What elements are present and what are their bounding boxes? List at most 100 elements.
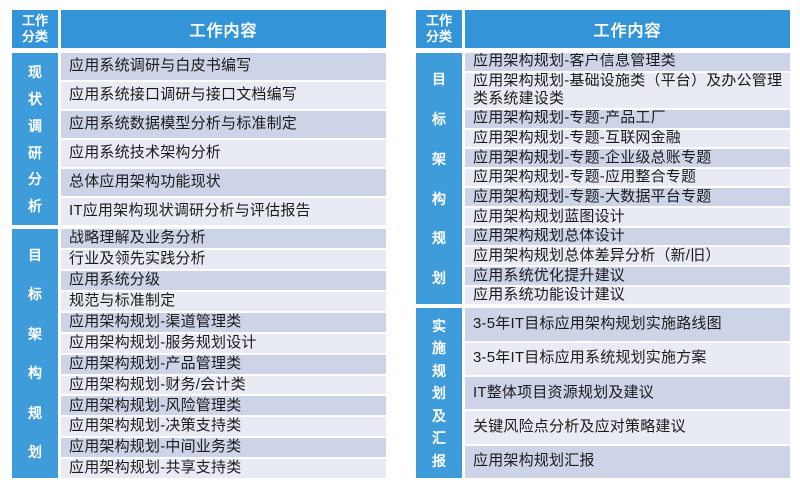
table-row: 应用架构规划总体差异分析（新/旧）: [465, 247, 790, 266]
row-group: 目标架构规划战略理解及业务分析 行业及领先实践分析 应用系统分级 规范与标准制定 应用架…: [12, 229, 386, 479]
row-label: 应用架构规划-共享支持类: [69, 459, 242, 477]
row-group: 现状调研分析应用系统调研与白皮书编写应用系统接口调研与接口文档编写 应用系统数据模…: [12, 53, 386, 226]
header-category-cell: 工作分类: [12, 10, 58, 48]
row-group: 实施规划及汇报 3-5年IT目标应用架构规划实施路线图 3-5年IT目标应用系统规划…: [416, 308, 790, 478]
header-category-cell: 工作分类: [416, 10, 462, 48]
work-breakdown-table-right: 工作分类 工作内容 目标架构规划应用架构规划-客户信息管理类 应用架构规划-基础设…: [416, 10, 790, 478]
category-char: 研: [28, 144, 42, 161]
row-label: 应用架构规划-风险管理类: [69, 396, 242, 414]
row-label: 应用架构规划-专题-大数据平台专题: [473, 188, 712, 205]
row-label: 总体应用架构功能现状: [69, 173, 222, 191]
table-row: 应用系统技术架构分析: [61, 140, 386, 168]
table-row: 总体应用架构功能现状: [61, 169, 386, 197]
row-label: 应用架构规划-中间业务类: [69, 438, 242, 456]
header-content-cell: 工作内容: [465, 10, 790, 48]
category-char: 规: [432, 230, 446, 247]
table-row: 应用架构规划-财务/会计类: [61, 375, 386, 395]
table-row: 应用架构规划汇报: [465, 445, 790, 478]
table-row: 应用系统优化提升建议: [465, 267, 790, 285]
category-char: 规: [432, 362, 446, 379]
row-label: 应用架构规划-专题-互联网金融: [473, 129, 681, 147]
group-rows: 应用系统调研与白皮书编写应用系统接口调研与接口文档编写 应用系统数据模型分析与标准…: [61, 53, 386, 226]
category-cell: 现状调研分析: [12, 53, 58, 226]
row-label: 应用系统数据模型分析与标准制定: [69, 115, 298, 133]
table-row: 应用架构规划-专题-互联网金融: [465, 129, 790, 148]
category-char: 目: [432, 70, 446, 87]
row-label: 规范与标准制定: [69, 292, 176, 310]
category-char: 分: [28, 171, 42, 188]
table-row: 应用系统调研与白皮书编写: [61, 53, 386, 81]
row-label: 应用架构规划总体差异分析（新/旧）: [473, 247, 721, 264]
table-row: 应用架构规划-基础设施类（平台）及办公管理类系统建设类: [465, 72, 790, 108]
table-row: 应用架构规划-产品管理类: [61, 354, 386, 374]
row-label: 3-5年IT目标应用系统规划实施方案: [473, 349, 707, 367]
table-row: 行业及领先实践分析: [61, 250, 386, 270]
row-label: 应用系统优化提升建议: [473, 267, 626, 284]
header-category-label: 工作分类: [21, 12, 48, 44]
category-char: 划: [432, 270, 446, 287]
header-content-cell: 工作内容: [61, 10, 386, 48]
row-label: 行业及领先实践分析: [69, 250, 206, 268]
group-rows: 应用架构规划-客户信息管理类应用架构规划-基础设施类（平台）及办公管理类系统建设…: [465, 53, 790, 305]
category-cell: 目标架构规划: [12, 229, 58, 478]
category-char: 划: [432, 385, 446, 402]
group-rows: 战略理解及业务分析 行业及领先实践分析 应用系统分级 规范与标准制定 应用架构规划-渠道…: [61, 229, 386, 479]
category-char: 调: [28, 117, 42, 134]
row-label: 应用架构规划-产品管理类: [69, 354, 242, 372]
table-row: 应用架构规划-客户信息管理类: [465, 53, 790, 71]
table-row: 3-5年IT目标应用架构规划实施路线图: [465, 308, 790, 341]
table-row: 应用架构规划-专题-应用整合专题: [465, 168, 790, 187]
row-label: 应用系统接口调研与接口文档编写: [69, 86, 298, 104]
header-content-label: 工作内容: [593, 23, 662, 40]
group-rows: 3-5年IT目标应用架构规划实施路线图 3-5年IT目标应用系统规划实施方案 IT整…: [465, 308, 790, 478]
row-group: 目标架构规划应用架构规划-客户信息管理类 应用架构规划-基础设施类（平台）及办公管…: [416, 53, 790, 305]
row-label: 应用架构规划-专题-产品工厂: [473, 109, 666, 127]
row-label: 应用架构规划汇报: [473, 452, 595, 470]
table-row: 应用架构规划-渠道管理类: [61, 312, 386, 332]
row-label: 应用架构规划总体设计: [473, 227, 626, 245]
table-body: 目标架构规划应用架构规划-客户信息管理类 应用架构规划-基础设施类（平台）及办公管…: [416, 53, 790, 478]
category-char: 划: [28, 444, 42, 461]
table-row: IT应用架构现状调研分析与评估报告: [61, 198, 386, 226]
table-row: 应用架构规划-共享支持类: [61, 459, 386, 479]
row-label: 应用架构规划-专题-应用整合专题: [473, 168, 697, 186]
row-label: IT应用架构现状调研分析与评估报告: [69, 202, 311, 220]
table-row: 应用架构规划-风险管理类: [61, 396, 386, 416]
category-char: 规: [28, 404, 42, 421]
category-char: 构: [28, 365, 42, 382]
row-label: 应用系统分级: [69, 271, 161, 289]
category-char: 施: [432, 340, 446, 357]
table-header: 工作分类 工作内容: [416, 10, 790, 48]
category-char: 状: [28, 91, 42, 108]
table-row: IT整体项目资源规划及建议: [465, 376, 790, 410]
category-char: 架: [432, 150, 446, 167]
table-row: 关键风险点分析及应对策略建议: [465, 411, 790, 444]
table-row: 规范与标准制定: [61, 292, 386, 311]
table-row: 应用架构规划-决策支持类: [61, 417, 386, 437]
row-label: 应用架构规划-专题-企业级总账专题: [473, 149, 712, 166]
category-cell: 实施规划及汇报: [416, 308, 462, 478]
category-char: 及: [432, 407, 446, 424]
category-char: 架: [28, 325, 42, 342]
row-label: 应用系统调研与白皮书编写: [69, 57, 252, 75]
table-row: 应用架构规划-服务规划设计: [61, 333, 386, 353]
header-category-label: 工作分类: [425, 12, 452, 44]
table-row: 应用架构规划总体设计: [465, 227, 790, 246]
category-char: 汇: [432, 430, 446, 447]
row-label: 应用系统功能设计建议: [473, 286, 626, 304]
row-label: 应用架构规划-财务/会计类: [69, 375, 246, 393]
category-char: 报: [432, 452, 446, 469]
table-row: 应用架构规划-专题-产品工厂: [465, 109, 790, 128]
row-label: 应用架构规划-服务规划设计: [69, 333, 257, 351]
table-header: 工作分类 工作内容: [12, 10, 386, 48]
row-label: 应用架构规划-决策支持类: [69, 417, 242, 435]
table-body: 现状调研分析应用系统调研与白皮书编写应用系统接口调研与接口文档编写 应用系统数据模…: [12, 53, 386, 479]
category-char: 标: [28, 286, 42, 303]
row-label: 应用架构规划-基础设施类（平台）及办公管理类系统建设类: [473, 72, 783, 108]
table-row: 应用系统接口调研与接口文档编写: [61, 82, 386, 110]
row-label: 应用架构规划-客户信息管理类: [473, 53, 676, 70]
table-row: 应用系统功能设计建议: [465, 286, 790, 305]
row-label: 3-5年IT目标应用架构规划实施路线图: [473, 315, 722, 333]
table-row: 应用系统数据模型分析与标准制定: [61, 111, 386, 139]
